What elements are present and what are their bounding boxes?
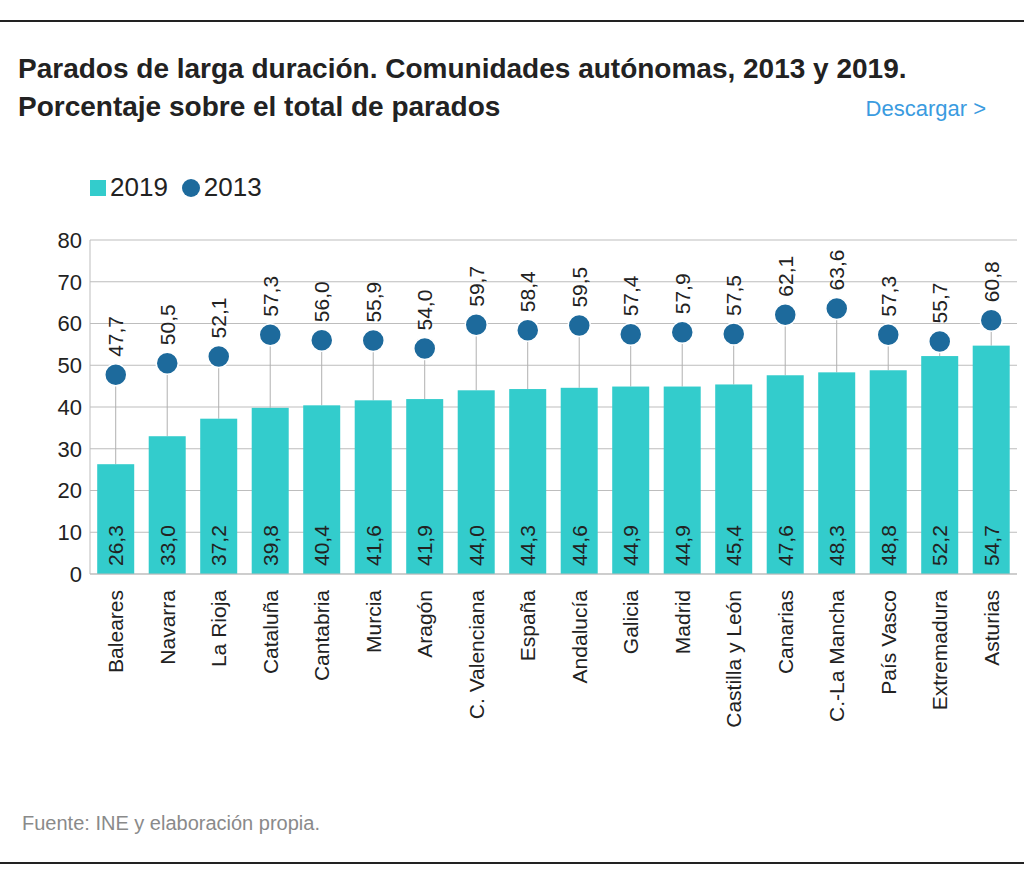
svg-text:33,0: 33,0	[156, 525, 179, 566]
svg-text:40: 40	[58, 395, 82, 420]
svg-text:C.-La Mancha: C.-La Mancha	[825, 590, 848, 722]
svg-text:44,9: 44,9	[619, 525, 642, 566]
svg-text:40,4: 40,4	[310, 525, 333, 566]
svg-text:37,2: 37,2	[207, 525, 230, 566]
svg-text:44,0: 44,0	[465, 525, 488, 566]
svg-text:47,7: 47,7	[104, 316, 127, 357]
svg-text:45,4: 45,4	[722, 525, 745, 566]
svg-text:44,3: 44,3	[516, 525, 539, 566]
svg-text:39,8: 39,8	[259, 525, 282, 566]
svg-text:50,5: 50,5	[156, 304, 179, 345]
svg-text:48,3: 48,3	[825, 525, 848, 566]
svg-text:50: 50	[58, 353, 82, 378]
svg-text:57,5: 57,5	[722, 275, 745, 316]
svg-text:57,3: 57,3	[259, 276, 282, 317]
svg-text:60: 60	[58, 311, 82, 336]
svg-text:47,6: 47,6	[774, 525, 797, 566]
svg-text:62,1: 62,1	[774, 256, 797, 297]
svg-text:41,9: 41,9	[413, 525, 436, 566]
svg-text:44,9: 44,9	[671, 525, 694, 566]
svg-text:Madrid: Madrid	[671, 590, 694, 654]
svg-text:58,4: 58,4	[516, 271, 539, 312]
svg-text:Castilla y León: Castilla y León	[722, 590, 745, 728]
svg-text:Cataluña: Cataluña	[259, 590, 282, 674]
svg-text:Aragón: Aragón	[413, 590, 436, 658]
svg-text:52,1: 52,1	[207, 298, 230, 339]
svg-text:48,8: 48,8	[877, 525, 900, 566]
html-text:2013: 2013	[203, 172, 262, 202]
svg-text:10: 10	[58, 520, 82, 545]
svg-text:España: España	[516, 590, 539, 662]
svg-text:30: 30	[58, 437, 82, 462]
svg-text:C. Valenciana: C. Valenciana	[465, 590, 488, 720]
svg-text:57,9: 57,9	[671, 273, 694, 314]
svg-text:80: 80	[58, 228, 82, 253]
svg-text:63,6: 63,6	[825, 250, 848, 291]
svg-text:20: 20	[58, 478, 82, 503]
svg-text:La Rioja: La Rioja	[207, 590, 230, 667]
svg-text:52,2: 52,2	[928, 525, 951, 566]
svg-text:Canarias: Canarias	[774, 590, 797, 674]
html-text:Descargar >: Descargar >	[865, 96, 986, 121]
svg-text:70: 70	[58, 270, 82, 295]
html-text:Fuente: INE y elaboración prop: Fuente: INE y elaboración propia.	[22, 812, 320, 834]
svg-text:59,5: 59,5	[568, 267, 591, 308]
svg-text:59,7: 59,7	[465, 266, 488, 307]
svg-text:Asturias: Asturias	[980, 590, 1003, 666]
svg-text:56,0: 56,0	[310, 281, 333, 322]
svg-text:26,3: 26,3	[104, 525, 127, 566]
svg-text:44,6: 44,6	[568, 525, 591, 566]
svg-text:País Vasco: País Vasco	[877, 590, 900, 695]
svg-text:55,9: 55,9	[362, 282, 385, 323]
svg-text:Murcia: Murcia	[362, 590, 385, 653]
svg-text:Baleares: Baleares	[104, 590, 127, 673]
svg-text:Navarra: Navarra	[156, 590, 179, 665]
svg-text:57,4: 57,4	[619, 275, 642, 316]
svg-text:Galicia: Galicia	[619, 590, 642, 655]
svg-text:54,0: 54,0	[413, 290, 436, 331]
svg-text:55,7: 55,7	[928, 283, 951, 324]
svg-text:Extremadura: Extremadura	[928, 590, 951, 711]
svg-text:60,8: 60,8	[980, 261, 1003, 302]
svg-text:0: 0	[70, 562, 82, 587]
svg-text:41,6: 41,6	[362, 525, 385, 566]
svg-text:57,3: 57,3	[877, 276, 900, 317]
html-text:Parados de larga duración. Com: Parados de larga duración. Comunidades a…	[18, 53, 907, 122]
html-text:2019: 2019	[110, 172, 168, 202]
svg-text:Cantabria: Cantabria	[310, 590, 333, 681]
svg-text:Andalucía: Andalucía	[568, 590, 591, 684]
svg-text:54,7: 54,7	[980, 525, 1003, 566]
